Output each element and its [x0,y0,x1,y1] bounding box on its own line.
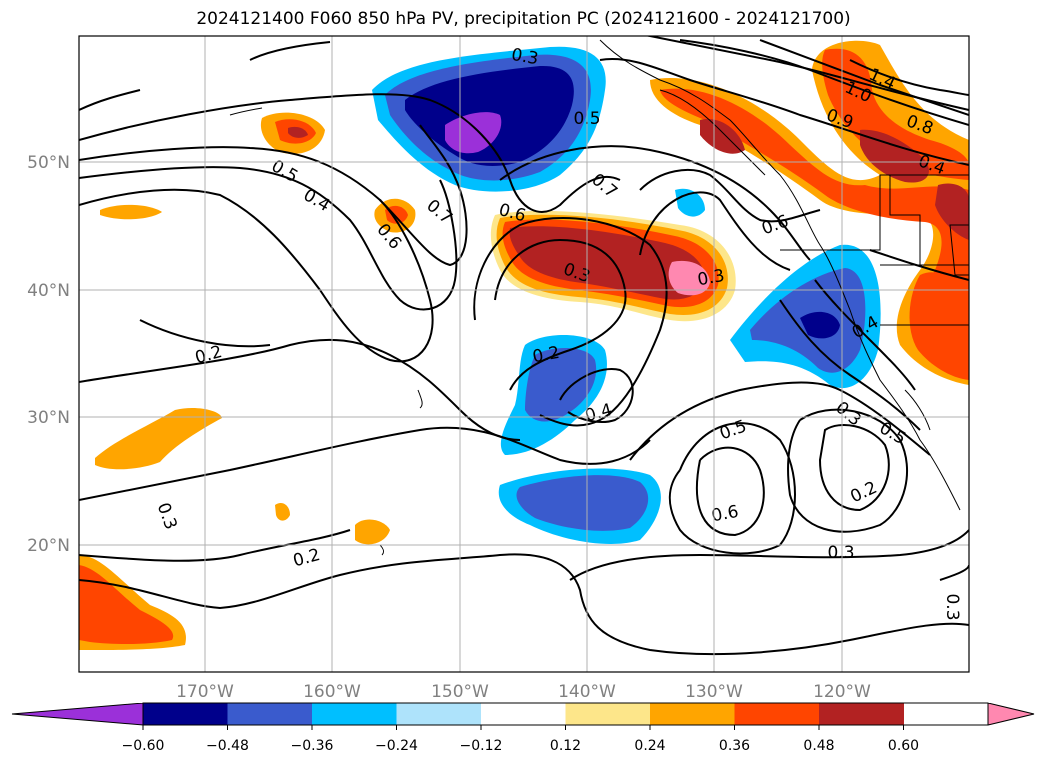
colorbar-segments [12,703,1034,725]
lon-tick-labels: 170°W 160°W 150°W 140°W 130°W 120°W [176,682,871,702]
colorbar-tick-label: −0.36 [291,738,334,754]
lon-tick-label: 140°W [558,682,616,702]
colorbar-extend-high [988,703,1034,725]
colorbar-segment [312,703,397,725]
map-title: 2024121400 F060 850 hPa PV, precipitatio… [196,9,851,29]
lon-tick-label: 170°W [176,682,234,702]
contour-label: 0.3 [696,266,726,290]
contour-label: 0.3 [510,45,540,69]
lon-tick-label: 130°W [685,682,743,702]
colorbar-segment [565,703,651,725]
colorbar-outline [11,702,1035,726]
colorbar-tick-label: 0.12 [550,738,581,754]
colorbar-segment [396,703,482,725]
colorbar-segment [819,703,904,725]
colorbar-tick-label: −0.48 [206,738,249,754]
colorbar-tick-label: 0.36 [719,738,750,754]
graticule [79,36,969,672]
lat-tick-label: 40°N [27,281,70,301]
lat-tick-label: 50°N [27,153,70,173]
lat-tick-label: 30°N [27,408,70,428]
contour-label: 0.6 [710,502,740,526]
colorbar-tick-label: 0.60 [888,738,919,754]
colorbar-segment [734,703,820,725]
colorbar-extend-low [12,703,143,725]
colorbar-ticks: −0.60 −0.48 −0.36 −0.24 −0.12 0.12 0.24 0.36 0.4… [122,725,919,754]
colorbar-tick-label: −0.12 [460,738,503,754]
map-panel[interactable]: 0.3 0.5 0.5 0.4 0.6 0.7 0.7 0.6 0.3 0.3 … [79,30,969,672]
colorbar: −0.60 −0.48 −0.36 −0.24 −0.12 0.12 0.24 0.36 0.4… [11,702,1035,754]
lon-tick-label: 150°W [431,682,489,702]
contour-label: 0.3 [827,543,854,563]
contour-label: 0.2 [531,343,561,367]
contour-label: 0.3 [942,593,962,620]
lon-tick-label: 120°W [813,682,871,702]
map-frame [78,35,970,673]
colorbar-tick-label: −0.24 [375,738,418,754]
colorbar-segment [143,703,228,725]
lat-tick-label: 20°N [27,536,70,556]
lon-tick-label: 160°W [303,682,361,702]
lat-tick-labels: 50°N 40°N 30°N 20°N [27,153,70,556]
colorbar-segment [481,703,566,725]
colorbar-segment [650,703,735,725]
colorbar-segment [227,703,313,725]
colorbar-tick-label: 0.24 [634,738,665,754]
colorbar-tick-label: 0.48 [803,738,834,754]
colorbar-tick-label: −0.60 [122,738,165,754]
